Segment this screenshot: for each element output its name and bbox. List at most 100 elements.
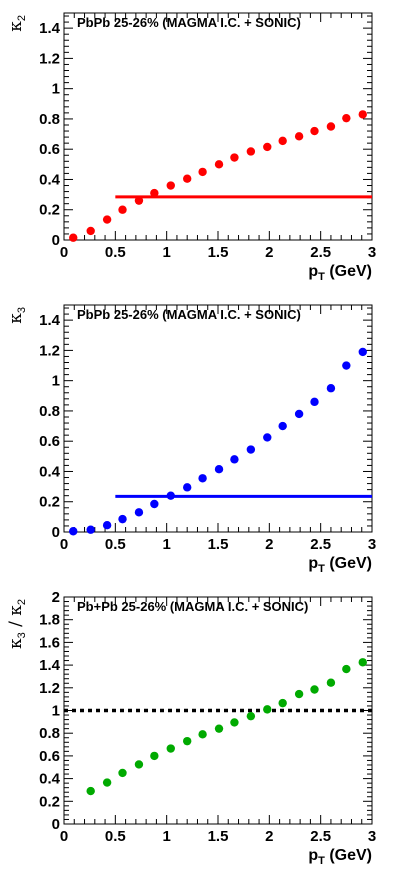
data-point bbox=[134, 760, 144, 769]
y-tick-label: 0.8 bbox=[39, 725, 60, 742]
data-point bbox=[69, 527, 78, 536]
data-point bbox=[86, 525, 95, 534]
data-point bbox=[246, 711, 256, 721]
data-point bbox=[118, 205, 127, 214]
y-tick-label: 1.4 bbox=[39, 20, 61, 37]
data-point bbox=[326, 122, 336, 131]
data-point bbox=[294, 132, 304, 141]
y-axis-title-sub: 3 bbox=[16, 307, 28, 313]
x-axis-title-sub: T bbox=[318, 563, 325, 575]
x-tick-label: 0 bbox=[60, 828, 68, 845]
x-tick-label: 1 bbox=[162, 536, 170, 553]
x-tick-label: 2.5 bbox=[310, 828, 331, 845]
x-tick-label: 2 bbox=[265, 828, 273, 845]
data-point bbox=[150, 751, 159, 761]
data-point bbox=[166, 181, 175, 190]
data-point bbox=[294, 689, 304, 699]
chart-panel-2: 0 0.5 1 1.5 2 2.5 3 0 0.2 0.4 0.6 0.8 1 1.2 1.4 PbPb 25… bbox=[6, 304, 376, 575]
x-tick-label: 2 bbox=[265, 244, 273, 261]
x-tick-label: 0.5 bbox=[105, 828, 126, 845]
data-point bbox=[326, 384, 336, 393]
x-tick-label: 0.5 bbox=[105, 536, 126, 553]
x-axis-title: pT (GeV) bbox=[308, 263, 372, 283]
y-axis-title-text: κ3 bbox=[6, 307, 28, 324]
data-point bbox=[358, 347, 367, 357]
y-tick-label: 1.6 bbox=[39, 634, 60, 651]
data-point bbox=[166, 491, 175, 500]
data-point bbox=[230, 718, 239, 727]
data-point bbox=[358, 110, 367, 119]
y-tick-label: 1.4 bbox=[39, 657, 61, 674]
y-tick-label: 0.8 bbox=[39, 403, 60, 420]
x-tick-label: 3 bbox=[368, 536, 376, 553]
x-axis-title: pT (GeV) bbox=[308, 555, 372, 575]
chart-title: PbPb 25-26% (MAGMA I.C. + SONIC) bbox=[77, 15, 301, 30]
x-tick-label: 0 bbox=[60, 536, 68, 553]
y-axis-title-sub2: 2 bbox=[16, 599, 28, 605]
x-axis-title-unit: (GeV) bbox=[325, 847, 372, 864]
plot-frame bbox=[63, 304, 373, 533]
data-point bbox=[198, 474, 207, 483]
x-axis-title-unit: (GeV) bbox=[325, 263, 372, 280]
y-tick-label: 0.2 bbox=[39, 494, 60, 511]
y-axis-title-text: κ3 / κ2 bbox=[6, 599, 28, 649]
y-tick-label: 0.6 bbox=[39, 433, 60, 450]
y-axis-title: κ3 bbox=[6, 307, 28, 324]
data-point bbox=[263, 142, 272, 152]
y-tick-label: 1 bbox=[52, 373, 60, 390]
data-point bbox=[166, 744, 175, 753]
data-point bbox=[150, 499, 159, 509]
y-tick-label: 1.2 bbox=[39, 680, 60, 697]
x-tick-label: 0 bbox=[60, 244, 68, 261]
chart-title: Pb+Pb 25-26% (MAGMA I.C. + SONIC) bbox=[77, 599, 308, 614]
chart-panel-1: 0 0.5 1 1.5 2 2.5 3 0 0.2 0.4 0.6 0.8 1 1.2 1.4 PbPb 25… bbox=[6, 12, 376, 283]
y-tick-label: 1.2 bbox=[39, 342, 60, 359]
data-point bbox=[214, 160, 224, 169]
y-tick-label: 1 bbox=[52, 81, 60, 98]
chart-title: PbPb 25-26% (MAGMA I.C. + SONIC) bbox=[77, 307, 301, 322]
data-point bbox=[310, 685, 319, 694]
data-point bbox=[198, 167, 207, 177]
y-axis-title-greek2: κ bbox=[6, 605, 26, 616]
data-point bbox=[183, 736, 192, 746]
data-point bbox=[183, 483, 192, 492]
y-axis-title-sub: 3 bbox=[16, 632, 28, 638]
y-tick-label: 0 bbox=[52, 524, 60, 541]
x-axis-title-main: p bbox=[308, 847, 318, 864]
y-tick-label: 1.8 bbox=[39, 612, 60, 629]
data-point bbox=[358, 658, 367, 667]
data-point bbox=[69, 233, 78, 242]
y-axis-title-greek: κ bbox=[6, 313, 26, 324]
data-point bbox=[342, 113, 351, 123]
data-point bbox=[342, 361, 351, 370]
data-point bbox=[230, 153, 239, 162]
data-point bbox=[102, 520, 112, 530]
x-axis-title-unit: (GeV) bbox=[325, 555, 372, 572]
data-point bbox=[310, 126, 319, 136]
data-point bbox=[214, 724, 224, 733]
y-axis-title-greek: κ bbox=[6, 21, 26, 32]
x-tick-label: 0.5 bbox=[105, 244, 126, 261]
plot-frame bbox=[63, 12, 373, 241]
x-tick-label: 1 bbox=[162, 828, 170, 845]
data-point bbox=[102, 778, 112, 787]
y-tick-label: 0.4 bbox=[39, 771, 61, 788]
x-tick-label: 1.5 bbox=[208, 244, 229, 261]
x-tick-label: 2 bbox=[265, 536, 273, 553]
data-point bbox=[246, 445, 256, 454]
y-axis-title: κ2 bbox=[6, 15, 28, 32]
data-point bbox=[183, 174, 192, 183]
y-tick-label: 0.6 bbox=[39, 748, 60, 765]
x-axis-title-main: p bbox=[308, 555, 318, 572]
data-point bbox=[326, 678, 336, 687]
y-tick-label: 0 bbox=[52, 816, 60, 833]
y-tick-label: 0.4 bbox=[39, 171, 61, 188]
y-tick-label: 0.2 bbox=[39, 202, 60, 219]
x-axis-title-sub: T bbox=[318, 271, 325, 283]
y-axis-title-greek: κ bbox=[6, 638, 26, 649]
y-axis-title-sub: 2 bbox=[16, 15, 28, 21]
x-tick-label: 2.5 bbox=[310, 536, 331, 553]
data-point bbox=[310, 397, 319, 407]
data-point bbox=[342, 664, 351, 674]
